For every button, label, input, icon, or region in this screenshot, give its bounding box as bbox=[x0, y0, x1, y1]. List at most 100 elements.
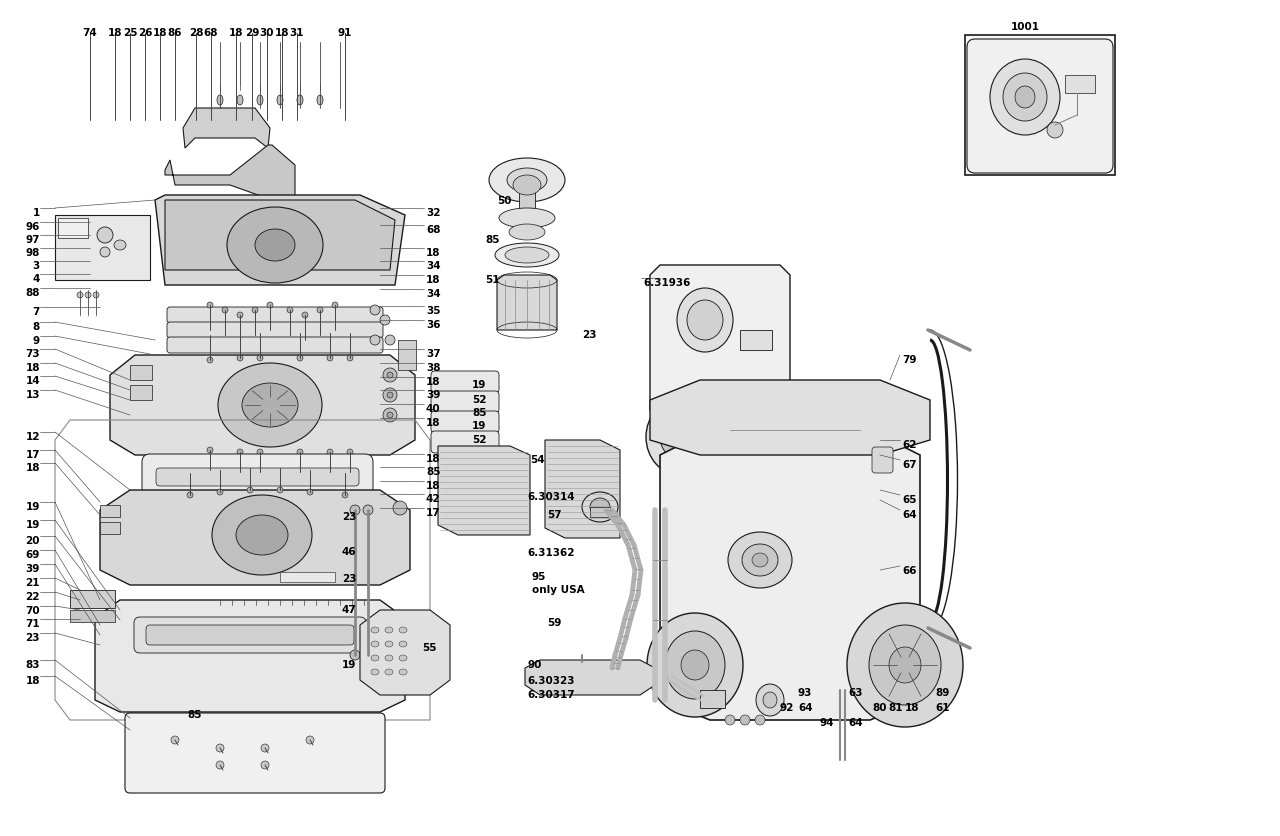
Ellipse shape bbox=[297, 449, 303, 455]
Ellipse shape bbox=[268, 302, 273, 308]
Text: 4: 4 bbox=[32, 274, 40, 284]
Text: 64: 64 bbox=[797, 703, 813, 713]
Text: 55: 55 bbox=[422, 643, 436, 653]
Text: 47: 47 bbox=[342, 605, 357, 615]
Ellipse shape bbox=[370, 305, 380, 315]
Text: 6.30323: 6.30323 bbox=[527, 676, 575, 686]
FancyBboxPatch shape bbox=[431, 391, 499, 413]
Text: 89: 89 bbox=[934, 688, 950, 698]
Ellipse shape bbox=[114, 240, 125, 250]
Text: 74: 74 bbox=[83, 28, 97, 38]
Ellipse shape bbox=[890, 647, 922, 683]
Ellipse shape bbox=[349, 505, 360, 515]
Ellipse shape bbox=[257, 449, 262, 455]
Bar bbox=[1065, 75, 1094, 93]
Ellipse shape bbox=[261, 761, 269, 769]
Ellipse shape bbox=[307, 489, 314, 495]
Text: 54: 54 bbox=[530, 455, 544, 465]
Text: 83: 83 bbox=[26, 660, 40, 670]
Ellipse shape bbox=[513, 175, 541, 195]
Ellipse shape bbox=[724, 715, 735, 725]
Polygon shape bbox=[360, 610, 451, 695]
Ellipse shape bbox=[347, 355, 353, 361]
FancyBboxPatch shape bbox=[142, 454, 372, 498]
FancyBboxPatch shape bbox=[872, 447, 893, 473]
Ellipse shape bbox=[660, 415, 700, 459]
Ellipse shape bbox=[399, 627, 407, 633]
FancyBboxPatch shape bbox=[431, 431, 499, 453]
Ellipse shape bbox=[489, 158, 564, 202]
Ellipse shape bbox=[383, 388, 397, 402]
Text: 98: 98 bbox=[26, 248, 40, 258]
Bar bbox=[100, 505, 120, 517]
Text: 69: 69 bbox=[26, 550, 40, 560]
Text: 18: 18 bbox=[152, 28, 168, 38]
Ellipse shape bbox=[509, 224, 545, 240]
Text: 18: 18 bbox=[26, 363, 40, 373]
FancyBboxPatch shape bbox=[166, 337, 383, 353]
Ellipse shape bbox=[207, 357, 212, 363]
Text: 94: 94 bbox=[820, 718, 835, 728]
Bar bbox=[131, 385, 152, 400]
Ellipse shape bbox=[100, 247, 110, 257]
Ellipse shape bbox=[687, 300, 723, 340]
Text: 19: 19 bbox=[472, 421, 486, 431]
Ellipse shape bbox=[252, 307, 259, 313]
Ellipse shape bbox=[227, 207, 323, 283]
Bar bbox=[58, 218, 88, 238]
Ellipse shape bbox=[1004, 73, 1047, 121]
Ellipse shape bbox=[677, 288, 733, 352]
Ellipse shape bbox=[393, 501, 407, 515]
Polygon shape bbox=[650, 265, 790, 420]
Ellipse shape bbox=[317, 95, 323, 105]
Text: 23: 23 bbox=[582, 330, 596, 340]
FancyBboxPatch shape bbox=[146, 625, 355, 645]
Text: 28: 28 bbox=[188, 28, 204, 38]
Text: 26: 26 bbox=[138, 28, 152, 38]
Ellipse shape bbox=[276, 487, 283, 493]
Ellipse shape bbox=[236, 515, 288, 555]
Bar bbox=[740, 420, 768, 442]
Text: 67: 67 bbox=[902, 460, 916, 470]
Ellipse shape bbox=[387, 372, 393, 378]
Ellipse shape bbox=[385, 335, 396, 345]
Ellipse shape bbox=[207, 302, 212, 308]
Text: 51: 51 bbox=[485, 275, 499, 285]
Text: 42: 42 bbox=[426, 494, 440, 504]
Text: 59: 59 bbox=[547, 618, 562, 628]
Text: 65: 65 bbox=[902, 495, 916, 505]
Bar bbox=[398, 340, 416, 370]
Ellipse shape bbox=[84, 292, 91, 298]
Ellipse shape bbox=[212, 495, 312, 575]
FancyBboxPatch shape bbox=[156, 468, 358, 486]
Polygon shape bbox=[660, 430, 920, 720]
Ellipse shape bbox=[756, 684, 783, 716]
Bar bbox=[70, 590, 115, 608]
Text: 90: 90 bbox=[527, 660, 541, 670]
Text: 36: 36 bbox=[426, 320, 440, 330]
Ellipse shape bbox=[383, 408, 397, 422]
Text: 19: 19 bbox=[26, 502, 40, 512]
Ellipse shape bbox=[364, 505, 372, 515]
Bar bbox=[740, 330, 772, 350]
Polygon shape bbox=[650, 380, 931, 455]
Ellipse shape bbox=[507, 168, 547, 192]
Ellipse shape bbox=[399, 655, 407, 661]
Ellipse shape bbox=[326, 449, 333, 455]
Bar bbox=[100, 522, 120, 534]
Text: 25: 25 bbox=[123, 28, 137, 38]
Ellipse shape bbox=[247, 487, 253, 493]
Bar bbox=[590, 507, 611, 517]
Text: 21: 21 bbox=[26, 578, 40, 588]
Text: 92: 92 bbox=[780, 703, 795, 713]
Ellipse shape bbox=[681, 650, 709, 680]
Ellipse shape bbox=[187, 492, 193, 498]
Text: 40: 40 bbox=[426, 404, 440, 414]
Text: 66: 66 bbox=[902, 566, 916, 576]
Text: 52: 52 bbox=[472, 395, 486, 405]
Ellipse shape bbox=[216, 761, 224, 769]
Text: 88: 88 bbox=[26, 288, 40, 298]
Text: 39: 39 bbox=[426, 390, 440, 400]
Text: 34: 34 bbox=[426, 289, 440, 299]
Text: 64: 64 bbox=[902, 510, 916, 520]
